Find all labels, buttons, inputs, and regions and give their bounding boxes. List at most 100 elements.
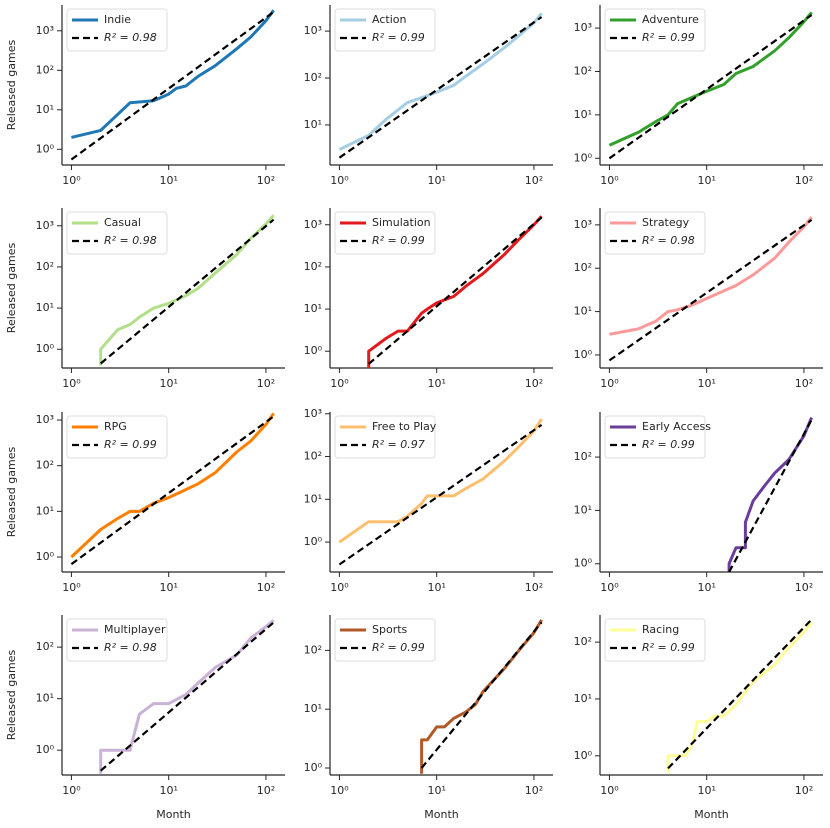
y-tick-label: 10²: [304, 450, 322, 463]
x-axis-label: Month: [156, 808, 191, 821]
legend-label: R² = 0.98: [104, 641, 157, 654]
legend: Early Access R² = 0.99: [604, 415, 711, 459]
x-tick-label: 10⁰: [330, 174, 349, 187]
x-tick-label: 10⁰: [62, 174, 81, 187]
y-tick-label: 10²: [304, 643, 322, 656]
x-tick-label: 10²: [525, 174, 543, 187]
legend-label: Indie: [104, 13, 131, 26]
fit-line: [420, 621, 543, 769]
fit-line: [667, 618, 813, 770]
legend-label: R² = 0.98: [642, 234, 695, 247]
x-tick-label: 10⁰: [600, 377, 619, 390]
y-axis-label: Released games: [5, 650, 18, 741]
y-tick-label: 10²: [574, 261, 592, 274]
legend-label: R² = 0.99: [104, 438, 157, 451]
x-tick-label: 10¹: [159, 581, 177, 594]
y-tick-label: 10¹: [36, 301, 54, 314]
y-tick-label: 10⁰: [574, 749, 593, 762]
y-tick-label: 10⁰: [36, 342, 55, 355]
y-tick-label: 10²: [36, 640, 54, 653]
data-line: [609, 216, 813, 336]
data-line: [420, 619, 543, 774]
y-tick-label: 10³: [574, 218, 592, 231]
x-tick-label: 10⁰: [600, 174, 619, 187]
y-tick-label: 10³: [304, 407, 322, 420]
fit-line: [99, 621, 275, 772]
y-tick-label: 10⁰: [304, 761, 323, 774]
y-tick-label: 10³: [36, 219, 54, 232]
legend: Adventure R² = 0.99: [604, 8, 706, 52]
x-axis-label: Month: [694, 808, 729, 821]
panel: 10⁰ 10¹ 10² 10⁰ 10¹ 10² 10³ Released games Casua…: [5, 208, 285, 390]
y-tick-label: 10⁰: [574, 348, 593, 361]
legend: Racing R² = 0.99: [604, 618, 706, 662]
x-tick-label: 10¹: [697, 581, 715, 594]
fit-line: [367, 216, 543, 365]
y-tick-label: 10²: [36, 459, 54, 472]
legend: Multiplayer R² = 0.98: [66, 618, 168, 662]
panel: 10⁰ 10¹ 10² 10⁰ 10¹ 10² 10³ Released games Indie…: [5, 5, 285, 187]
y-tick-label: 10⁰: [36, 142, 55, 155]
panel: 10⁰ 10¹ 10² 10⁰ 10¹ 10² 10³ Adventure R² = 0.99: [574, 5, 823, 187]
legend-label: Sports: [372, 623, 408, 636]
x-tick-label: 10²: [257, 174, 275, 187]
y-tick-label: 10²: [36, 63, 54, 76]
y-tick-label: 10¹: [574, 108, 592, 121]
y-tick-label: 10²: [574, 64, 592, 77]
x-tick-label: 10²: [525, 581, 543, 594]
y-tick-label: 10²: [304, 260, 322, 273]
legend: Simulation R² = 0.99: [334, 211, 436, 255]
x-tick-label: 10²: [795, 784, 813, 797]
data-line: [608, 11, 813, 147]
legend-label: Casual: [104, 216, 141, 229]
y-tick-label: 10¹: [304, 118, 322, 131]
y-tick-label: 10³: [36, 24, 54, 37]
legend-label: R² = 0.98: [104, 234, 157, 247]
x-tick-label: 10¹: [697, 174, 715, 187]
x-tick-label: 10¹: [427, 174, 445, 187]
y-tick-label: 10²: [574, 450, 592, 463]
x-tick-label: 10⁰: [600, 581, 619, 594]
legend-label: Strategy: [642, 216, 690, 229]
y-tick-label: 10¹: [304, 302, 322, 315]
x-tick-label: 10⁰: [62, 581, 81, 594]
y-tick-label: 10¹: [36, 692, 54, 705]
panel: 10⁰ 10¹ 10² 10¹ 10² 10³ Action R² = 0.99: [304, 5, 553, 187]
x-tick-label: 10²: [525, 377, 543, 390]
panel: 10⁰ 10¹ 10² 10⁰ 10¹ 10² 10³ Strategy R² = 0.98: [574, 208, 823, 390]
panel: 10⁰ 10¹ 10² 10⁰ 10¹ 10² Month Sports R² = 0.99: [304, 615, 553, 821]
y-tick-label: 10⁰: [574, 557, 593, 570]
y-axis-label: Released games: [5, 447, 18, 538]
legend-label: R² = 0.99: [372, 31, 425, 44]
x-tick-label: 10⁰: [62, 784, 81, 797]
legend-label: RPG: [104, 420, 127, 433]
x-tick-label: 10²: [795, 174, 813, 187]
fit-line: [70, 415, 275, 565]
x-tick-label: 10⁰: [330, 581, 349, 594]
x-tick-label: 10⁰: [330, 377, 349, 390]
y-tick-label: 10⁰: [304, 535, 323, 548]
x-tick-label: 10¹: [697, 784, 715, 797]
y-tick-label: 10²: [304, 71, 322, 84]
x-tick-label: 10²: [257, 784, 275, 797]
x-tick-label: 10¹: [159, 174, 177, 187]
legend: Strategy R² = 0.98: [604, 211, 706, 255]
x-tick-label: 10²: [795, 377, 813, 390]
y-tick-label: 10⁰: [36, 550, 55, 563]
x-tick-label: 10¹: [427, 377, 445, 390]
x-tick-label: 10¹: [159, 784, 177, 797]
legend: Indie R² = 0.98: [66, 8, 168, 52]
legend-label: Racing: [642, 623, 679, 636]
y-tick-label: 10⁰: [574, 151, 593, 164]
fit-line: [608, 14, 813, 160]
data-line: [70, 412, 275, 559]
y-tick-label: 10¹: [304, 492, 322, 505]
x-tick-label: 10²: [257, 377, 275, 390]
y-tick-label: 10¹: [36, 504, 54, 517]
legend-label: Multiplayer: [104, 623, 166, 636]
legend: Action R² = 0.99: [334, 8, 436, 52]
x-tick-label: 10⁰: [62, 377, 81, 390]
legend-label: Action: [372, 13, 406, 26]
legend-label: R² = 0.98: [104, 31, 157, 44]
x-tick-label: 10²: [525, 784, 543, 797]
